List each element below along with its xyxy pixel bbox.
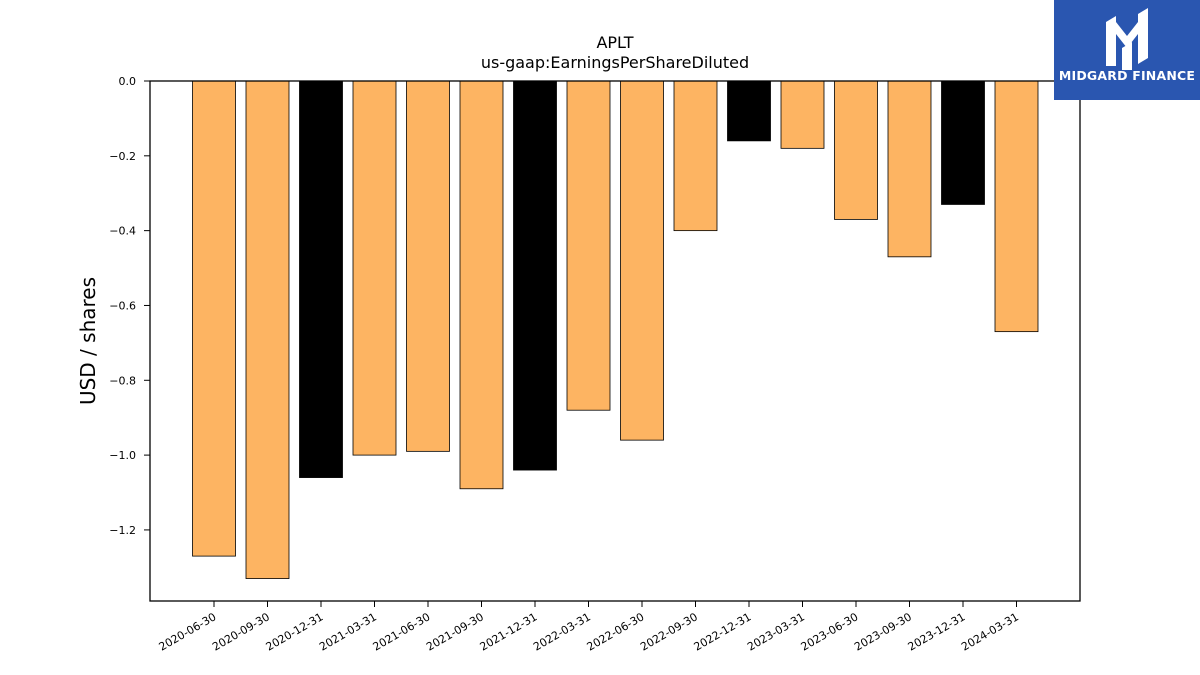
x-tick-label: 2023-12-31	[906, 610, 968, 653]
y-tick-label: −0.4	[109, 225, 136, 238]
x-tick-label: 2023-03-31	[745, 610, 807, 653]
y-tick-label: −0.2	[109, 150, 136, 163]
chart-title: APLT	[596, 33, 633, 52]
y-tick-label: −0.6	[109, 299, 136, 312]
bar	[941, 80, 985, 205]
x-tick-label: 2024-03-31	[959, 610, 1021, 653]
bar	[887, 80, 932, 258]
bar	[673, 80, 718, 232]
y-tick-label: −1.0	[109, 449, 136, 462]
x-tick-label: 2020-09-30	[210, 610, 272, 653]
bar	[245, 80, 290, 579]
x-tick-label: 2022-03-31	[531, 610, 593, 653]
plot-frame	[149, 80, 1081, 602]
x-tick-label: 2021-06-30	[371, 610, 433, 653]
y-tick-label: −0.8	[109, 374, 136, 387]
bar	[192, 80, 236, 557]
x-tick-label: 2022-09-30	[638, 610, 700, 653]
x-tick-label: 2020-06-30	[157, 610, 219, 653]
x-tick-label: 2021-09-30	[424, 610, 486, 653]
bars-group	[192, 80, 1039, 579]
x-tick-label: 2022-06-30	[585, 610, 647, 653]
bar	[406, 80, 450, 452]
x-tick-label: 2022-12-31	[692, 610, 754, 653]
chart-subtitle: us-gaap:EarningsPerShareDiluted	[481, 53, 749, 72]
x-ticks-group: 2020-06-302020-09-302020-12-312021-03-31…	[157, 601, 1021, 654]
x-tick-label: 2021-03-31	[317, 610, 379, 653]
bar	[994, 80, 1039, 333]
y-axis-label: USD / shares	[76, 277, 100, 405]
y-tick-label: 0.0	[119, 75, 137, 88]
bar	[299, 80, 343, 478]
x-tick-label: 2023-06-30	[799, 610, 861, 653]
bar	[566, 80, 611, 411]
x-tick-label: 2020-12-31	[264, 610, 326, 653]
brand-logo: MIDGARD FINANCE	[1054, 0, 1200, 100]
x-tick-label: 2023-09-30	[852, 610, 914, 653]
midgard-logo-icon	[1106, 8, 1148, 70]
y-ticks-group: 0.0 −0.2 −0.4 −0.6 −0.8 −1.0 −1.2	[109, 75, 150, 537]
bar	[834, 80, 878, 220]
y-tick-label: −1.2	[109, 524, 136, 537]
x-tick-label: 2021-12-31	[478, 610, 540, 653]
bar	[459, 80, 504, 490]
bar	[620, 80, 664, 441]
bar	[352, 80, 397, 456]
bar	[727, 80, 771, 142]
bar	[780, 80, 825, 149]
brand-name: MIDGARD FINANCE	[1058, 68, 1196, 83]
bar	[513, 80, 557, 471]
